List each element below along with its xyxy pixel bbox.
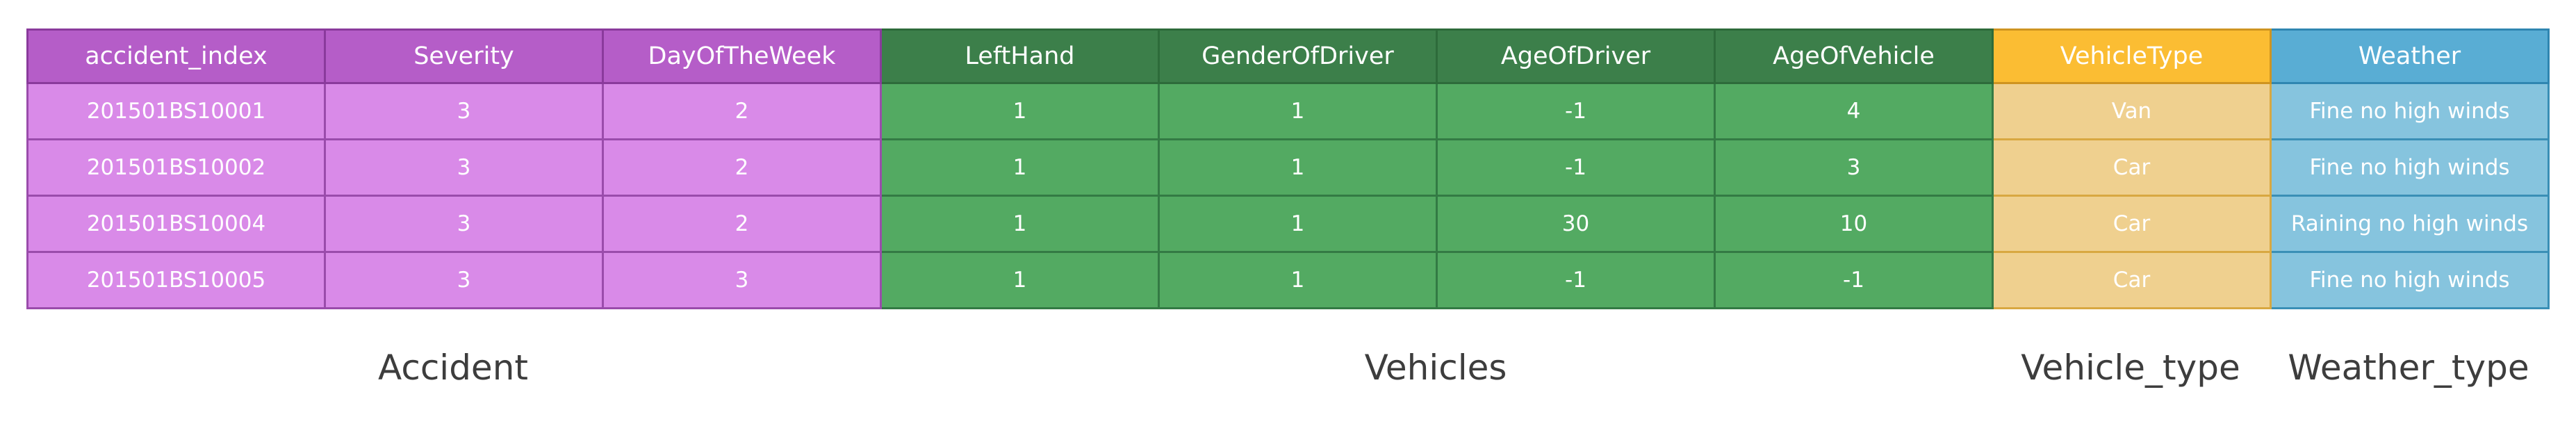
table-cell: Fine no high winds <box>2270 138 2550 197</box>
table-cell: Van <box>1992 82 2272 140</box>
table-cell: 2 <box>602 82 882 140</box>
table-cell: -1 <box>1714 251 1994 309</box>
table-row: 201501BS10005 3 3 1 1 -1 -1 Car Fine no … <box>26 251 2550 309</box>
table-row: 201501BS10004 3 2 1 1 30 10 Car Raining … <box>26 195 2550 253</box>
table-cell: 3 <box>324 251 604 309</box>
table-cell: 1 <box>880 138 1160 197</box>
table-cell: 201501BS10001 <box>26 82 326 140</box>
table-cell: 1 <box>880 251 1160 309</box>
table-cell: 10 <box>1714 195 1994 253</box>
column-header-left-hand: LeftHand <box>880 28 1160 84</box>
table-cell: 2 <box>602 195 882 253</box>
group-label-vehicles: Vehicles <box>1364 348 1507 388</box>
table-cell: 1 <box>1158 138 1438 197</box>
column-header-severity: Severity <box>324 28 604 84</box>
table-cell: 1 <box>880 195 1160 253</box>
table-cell: 2 <box>602 138 882 197</box>
column-header-age-of-driver: AgeOfDriver <box>1436 28 1716 84</box>
table-cell: 3 <box>324 138 604 197</box>
table-cell: 1 <box>1158 251 1438 309</box>
table-cell: 4 <box>1714 82 1994 140</box>
table-cell: -1 <box>1436 138 1716 197</box>
table-cell: 1 <box>1158 195 1438 253</box>
table-cell: 201501BS10004 <box>26 195 326 253</box>
column-header-day-of-the-week: DayOfTheWeek <box>602 28 882 84</box>
table-cell: 1 <box>1158 82 1438 140</box>
column-header-age-of-vehicle: AgeOfVehicle <box>1714 28 1994 84</box>
column-header-vehicle-type: VehicleType <box>1992 28 2272 84</box>
table-cell: 201501BS10002 <box>26 138 326 197</box>
group-labels: Accident Vehicles Vehicle_type Weather_t… <box>0 348 2576 396</box>
group-label-weather-type: Weather_type <box>2288 348 2529 388</box>
data-table: accident_index Severity DayOfTheWeek Lef… <box>26 28 2550 309</box>
table-cell: 3 <box>602 251 882 309</box>
column-header-accident-index: accident_index <box>26 28 326 84</box>
table-cell: -1 <box>1436 251 1716 309</box>
group-label-vehicle-type: Vehicle_type <box>2021 348 2240 388</box>
column-header-weather: Weather <box>2270 28 2550 84</box>
table-cell: Fine no high winds <box>2270 251 2550 309</box>
table-row: 201501BS10001 3 2 1 1 -1 4 Van Fine no h… <box>26 82 2550 140</box>
table-cell: 3 <box>1714 138 1994 197</box>
table-cell: 3 <box>324 195 604 253</box>
table-cell: Car <box>1992 195 2272 253</box>
table-cell: -1 <box>1436 82 1716 140</box>
table-row: 201501BS10002 3 2 1 1 -1 3 Car Fine no h… <box>26 138 2550 197</box>
table-cell: Fine no high winds <box>2270 82 2550 140</box>
column-header-gender-of-driver: GenderOfDriver <box>1158 28 1438 84</box>
table-cell: Car <box>1992 251 2272 309</box>
group-label-accident: Accident <box>378 348 528 388</box>
table-cell: 30 <box>1436 195 1716 253</box>
table-cell: Raining no high winds <box>2270 195 2550 253</box>
table-cell: 1 <box>880 82 1160 140</box>
table-cell: 201501BS10005 <box>26 251 326 309</box>
header-row: accident_index Severity DayOfTheWeek Lef… <box>26 28 2550 84</box>
table-cell: Car <box>1992 138 2272 197</box>
table-cell: 3 <box>324 82 604 140</box>
